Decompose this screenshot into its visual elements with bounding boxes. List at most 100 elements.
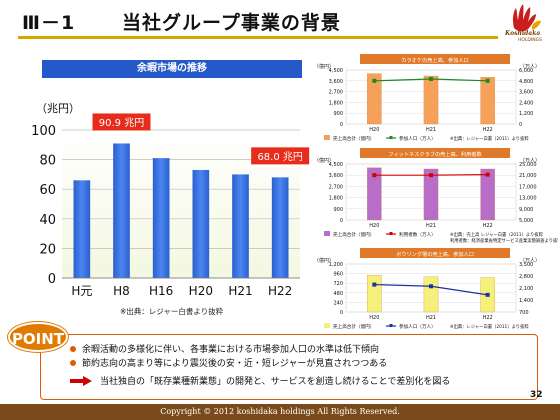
legend-swatch <box>324 135 330 140</box>
point-bullet-text: 節約志向の高まり等により震災後の安・近・短レジャーが見直されつつある <box>82 359 388 369</box>
line-point <box>429 284 433 289</box>
left-tick-label: 2,700 <box>329 90 343 96</box>
right-tick-label: 2,800 <box>519 274 533 280</box>
bar <box>113 143 130 278</box>
bullet-icon <box>70 345 76 352</box>
logo-subtitle: HOLDINGS <box>518 38 542 43</box>
point-badge: POINT <box>8 322 68 352</box>
bar <box>73 180 91 278</box>
right-tick-label: 6,000 <box>519 68 533 74</box>
left-tick-label: 0 <box>340 218 343 224</box>
bar <box>423 276 439 313</box>
bar <box>423 75 439 125</box>
bar <box>480 168 495 221</box>
right-tick-label: 5,000 <box>519 218 533 224</box>
line-point <box>429 77 433 81</box>
right-tick-label: 0 <box>519 122 522 128</box>
arrow-right-icon <box>70 375 92 386</box>
legend-swatch <box>324 323 330 328</box>
bar <box>480 77 495 125</box>
legend-label: 売上高合計（億円） <box>333 231 374 238</box>
left-tick-label: 1,200 <box>329 262 343 268</box>
title-underline <box>18 36 498 39</box>
x-tick-label: H元 <box>71 284 92 298</box>
legend-label: 参加人口（万人） <box>399 323 436 330</box>
bar <box>152 158 170 278</box>
legend-label: 売上高合計（億円） <box>333 323 374 330</box>
main-chart-title: 余暇市場の推移 <box>42 60 302 78</box>
y-tick-label: 100 <box>31 124 56 139</box>
callout-label: 90.9 兆円 <box>99 117 144 129</box>
bar <box>232 174 249 278</box>
left-tick-label: 960 <box>333 272 343 278</box>
left-tick-label: 0 <box>340 122 343 128</box>
small-chart-title-bar <box>360 54 510 64</box>
page-title: 当社グループ事業の背景 <box>122 12 341 34</box>
section-number: Ⅲ－1 <box>22 12 76 34</box>
left-tick-label: 900 <box>333 111 343 117</box>
point-bullet: 余暇活動の多様化に伴い、各事業における市場参加人口の水準は低下傾向 <box>70 342 379 355</box>
point-box <box>40 334 538 400</box>
legend-label: 売上高合計（億円） <box>333 135 374 142</box>
line-point <box>372 78 377 83</box>
small-chart-title: フィットネスクラブの売上高、利用者数 <box>388 150 482 158</box>
main-chart-source: ※出典：レジャー白書より抜粋 <box>120 307 224 316</box>
x-tick-label: H16 <box>149 284 173 298</box>
small-chart-title-bar <box>360 248 510 258</box>
point-bullet-text: 余暇活動の多様化に伴い、各事業における市場参加人口の水準は低下傾向 <box>82 345 380 355</box>
line-point <box>485 172 490 177</box>
chart-source-note: ※出典：レジャー白書（2011）より抜粋 <box>450 323 529 330</box>
left-tick-label: 480 <box>333 291 343 297</box>
legend-swatch <box>324 231 330 236</box>
bullet-icon <box>70 359 76 366</box>
y-tick-label: 20 <box>39 242 56 257</box>
chart-source-note: ※出典：売上高 レジャー白書（2011）より抜粋 <box>450 231 544 238</box>
x-tick-label: H22 <box>483 315 493 321</box>
right-unit-label: （万人） <box>520 64 540 70</box>
right-tick-label: 2,100 <box>519 286 533 292</box>
fitness-chart: フィットネスクラブの売上高、利用者数 （億円） （万人） 0 900 1,800 2,700… <box>314 148 558 244</box>
y-tick-label: 0 <box>48 272 56 287</box>
right-tick-label: 2,400 <box>519 100 533 106</box>
right-tick-label: 1,200 <box>519 111 533 117</box>
left-tick-label: 1,800 <box>329 196 343 202</box>
legend-label: 利用者数（万人） <box>399 231 436 238</box>
bar <box>423 168 439 221</box>
line-point <box>485 78 490 83</box>
x-tick-label: H8 <box>113 284 130 298</box>
bar <box>367 275 382 313</box>
left-tick-label: 4,500 <box>329 68 343 74</box>
karaoke-chart: カラオケの売上高、参加人口 （億円） （万人） 0 900 1,800 2,700 3,600… <box>314 54 540 142</box>
right-tick-label: 700 <box>519 310 529 316</box>
chart-source-note: 利用者数：経済産業省特定サービス産業実態調査より抜粋 <box>450 237 558 244</box>
bar <box>192 169 210 278</box>
right-unit-label: （万人） <box>520 158 540 164</box>
left-unit-label: （億円） <box>314 257 334 264</box>
small-chart-title: ボウリング場の売上高、参加人口 <box>396 250 474 258</box>
line-point <box>485 292 490 297</box>
right-tick-label: 3,600 <box>519 90 533 96</box>
bar <box>367 73 382 125</box>
left-tick-label: 3,600 <box>329 79 343 85</box>
right-tick-label: 17,000 <box>519 184 537 190</box>
legend-marker <box>389 232 393 235</box>
page-number: 32 <box>530 390 543 400</box>
legend-marker <box>389 136 393 139</box>
left-tick-label: 0 <box>340 310 343 316</box>
bowling-chart: ボウリング場の売上高、参加人口 （億円） （万人） 0 240 480 720 960 1,20… <box>314 248 540 330</box>
right-tick-label: 25,000 <box>519 162 537 168</box>
y-axis-label: （兆円） <box>36 102 80 115</box>
right-tick-label: 1,400 <box>519 298 533 304</box>
line-point <box>372 282 377 287</box>
company-logo <box>512 4 541 32</box>
x-tick-label: H22 <box>268 284 292 298</box>
left-tick-label: 240 <box>333 300 343 306</box>
logo-wordmark: Koshidaka <box>505 30 541 37</box>
x-tick-label: H21 <box>426 315 436 321</box>
hand-logo-icon <box>512 4 536 32</box>
x-tick-label: H21 <box>228 284 252 298</box>
callout-label: 68.0 兆円 <box>257 151 302 163</box>
right-tick-label: 4,800 <box>519 79 533 85</box>
right-tick-label: 9,000 <box>519 207 533 213</box>
footer-copyright: Copyright © 2012 koshidaka holdings All … <box>0 404 560 420</box>
